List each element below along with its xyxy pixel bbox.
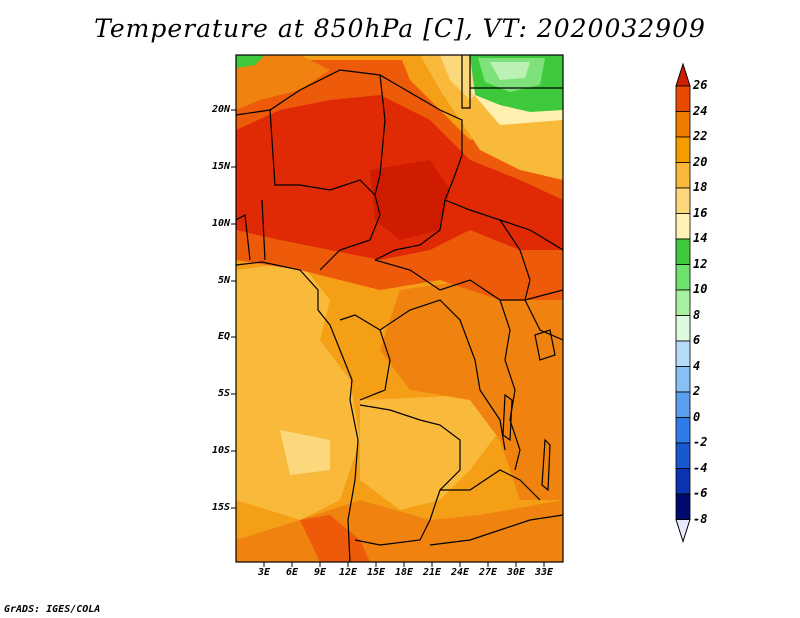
lon-label: 27E (478, 567, 498, 578)
colorbar-label: -2 (693, 435, 708, 449)
lon-label: 24E (450, 567, 470, 578)
coastline (236, 261, 359, 562)
colorbar-label: -4 (693, 460, 708, 475)
lat-label: 5N (217, 275, 230, 286)
border-sahara-north (236, 69, 463, 155)
field-north-16 (420, 55, 563, 180)
colorbar-label: 18 (693, 180, 708, 194)
colorbar-label: 6 (693, 333, 701, 347)
colorbar-segment (675, 340, 691, 367)
field-south-hot (300, 515, 370, 562)
field-east-warm (380, 280, 563, 500)
lat-label: 20N (211, 104, 230, 115)
lon-label: 3E (257, 567, 271, 578)
border-vertical-chad (461, 55, 471, 109)
border-togo (261, 199, 266, 261)
lat-label: 10S (211, 445, 230, 456)
colorbar-segment (675, 162, 691, 189)
field-south-patch (280, 430, 330, 475)
lat-label: 5S (217, 388, 230, 399)
colorbar-segment (675, 85, 691, 112)
lon-label: 21E (422, 567, 442, 578)
lat-label: 15S (211, 502, 230, 513)
colorbar-segment (675, 442, 691, 469)
lon-label: 33E (534, 567, 554, 578)
lake-malawi (541, 438, 551, 492)
colorbar-segment (675, 391, 691, 418)
lake-victoria (534, 329, 556, 361)
credit-text: GrADS: IGES/COLA (4, 604, 101, 615)
colorbar-segment (675, 111, 691, 138)
colorbar-segment (675, 264, 691, 291)
lon-label: 15E (366, 567, 386, 578)
colorbar-segment (675, 238, 691, 265)
colorbar-segment (675, 417, 691, 444)
chart-title: Temperature at 850hPa [C], VT: 202003290… (94, 14, 706, 43)
colorbar (675, 62, 691, 544)
field-north-20 (236, 55, 330, 110)
border-angola (354, 404, 461, 546)
field-green-6 (490, 62, 530, 80)
border-chad-sudan (374, 154, 463, 261)
map-frame (235, 54, 564, 563)
lon-label: 9E (313, 567, 327, 578)
colorbar-segment (675, 187, 691, 214)
colorbar-label: 14 (693, 231, 708, 245)
field-core-hot (370, 160, 450, 240)
axis-ticks (231, 109, 545, 567)
border-ghana (236, 214, 251, 261)
border-ethiopia (499, 219, 531, 301)
colorbar-segment (675, 468, 691, 495)
border-zambia (440, 469, 541, 501)
colorbar-segment (675, 366, 691, 393)
colorbar-segment (675, 289, 691, 316)
lon-label: 6E (285, 567, 299, 578)
field-southern-light (360, 395, 500, 510)
border-lakes (499, 299, 521, 471)
colorbar-label: 16 (693, 205, 708, 220)
border-drc-west (379, 299, 506, 451)
lon-label: 30E (506, 567, 526, 578)
border-south (429, 514, 563, 546)
colorbar-label: 10 (693, 282, 708, 296)
lon-label: 12E (338, 567, 358, 578)
colorbar-label: 0 (693, 409, 701, 424)
colorbar-label: 24 (693, 103, 708, 118)
colorbar-segment (675, 136, 691, 163)
colorbar-label: 26 (693, 78, 708, 92)
colorbar-segment (675, 315, 691, 342)
lake-tanganyika (502, 393, 513, 442)
field-green-nw (236, 55, 265, 68)
temperature-field (236, 55, 563, 562)
colorbar-label: 4 (693, 358, 701, 373)
colorbar-label: 8 (693, 307, 701, 322)
lat-label: EQ (217, 331, 230, 342)
colorbar-label: -8 (693, 511, 708, 526)
border-congo (339, 314, 391, 401)
colorbar-segment (675, 493, 691, 520)
colorbar-top-triangle (675, 62, 691, 87)
border-nigeria (269, 109, 381, 271)
border-niger-chad (374, 74, 386, 196)
lat-label: 15N (211, 161, 230, 172)
colorbar-label: 20 (693, 154, 708, 169)
borders (236, 55, 563, 562)
colorbar-label: -6 (693, 486, 708, 500)
colorbar-label: 22 (693, 129, 708, 143)
lat-label: 10N (211, 218, 230, 229)
colorbar-segment (675, 213, 691, 240)
colorbar-bottom-triangle (675, 519, 691, 544)
lon-label: 18E (394, 567, 414, 578)
colorbar-label: 2 (693, 384, 701, 398)
colorbar-label: 12 (693, 256, 708, 271)
border-east (524, 299, 563, 341)
